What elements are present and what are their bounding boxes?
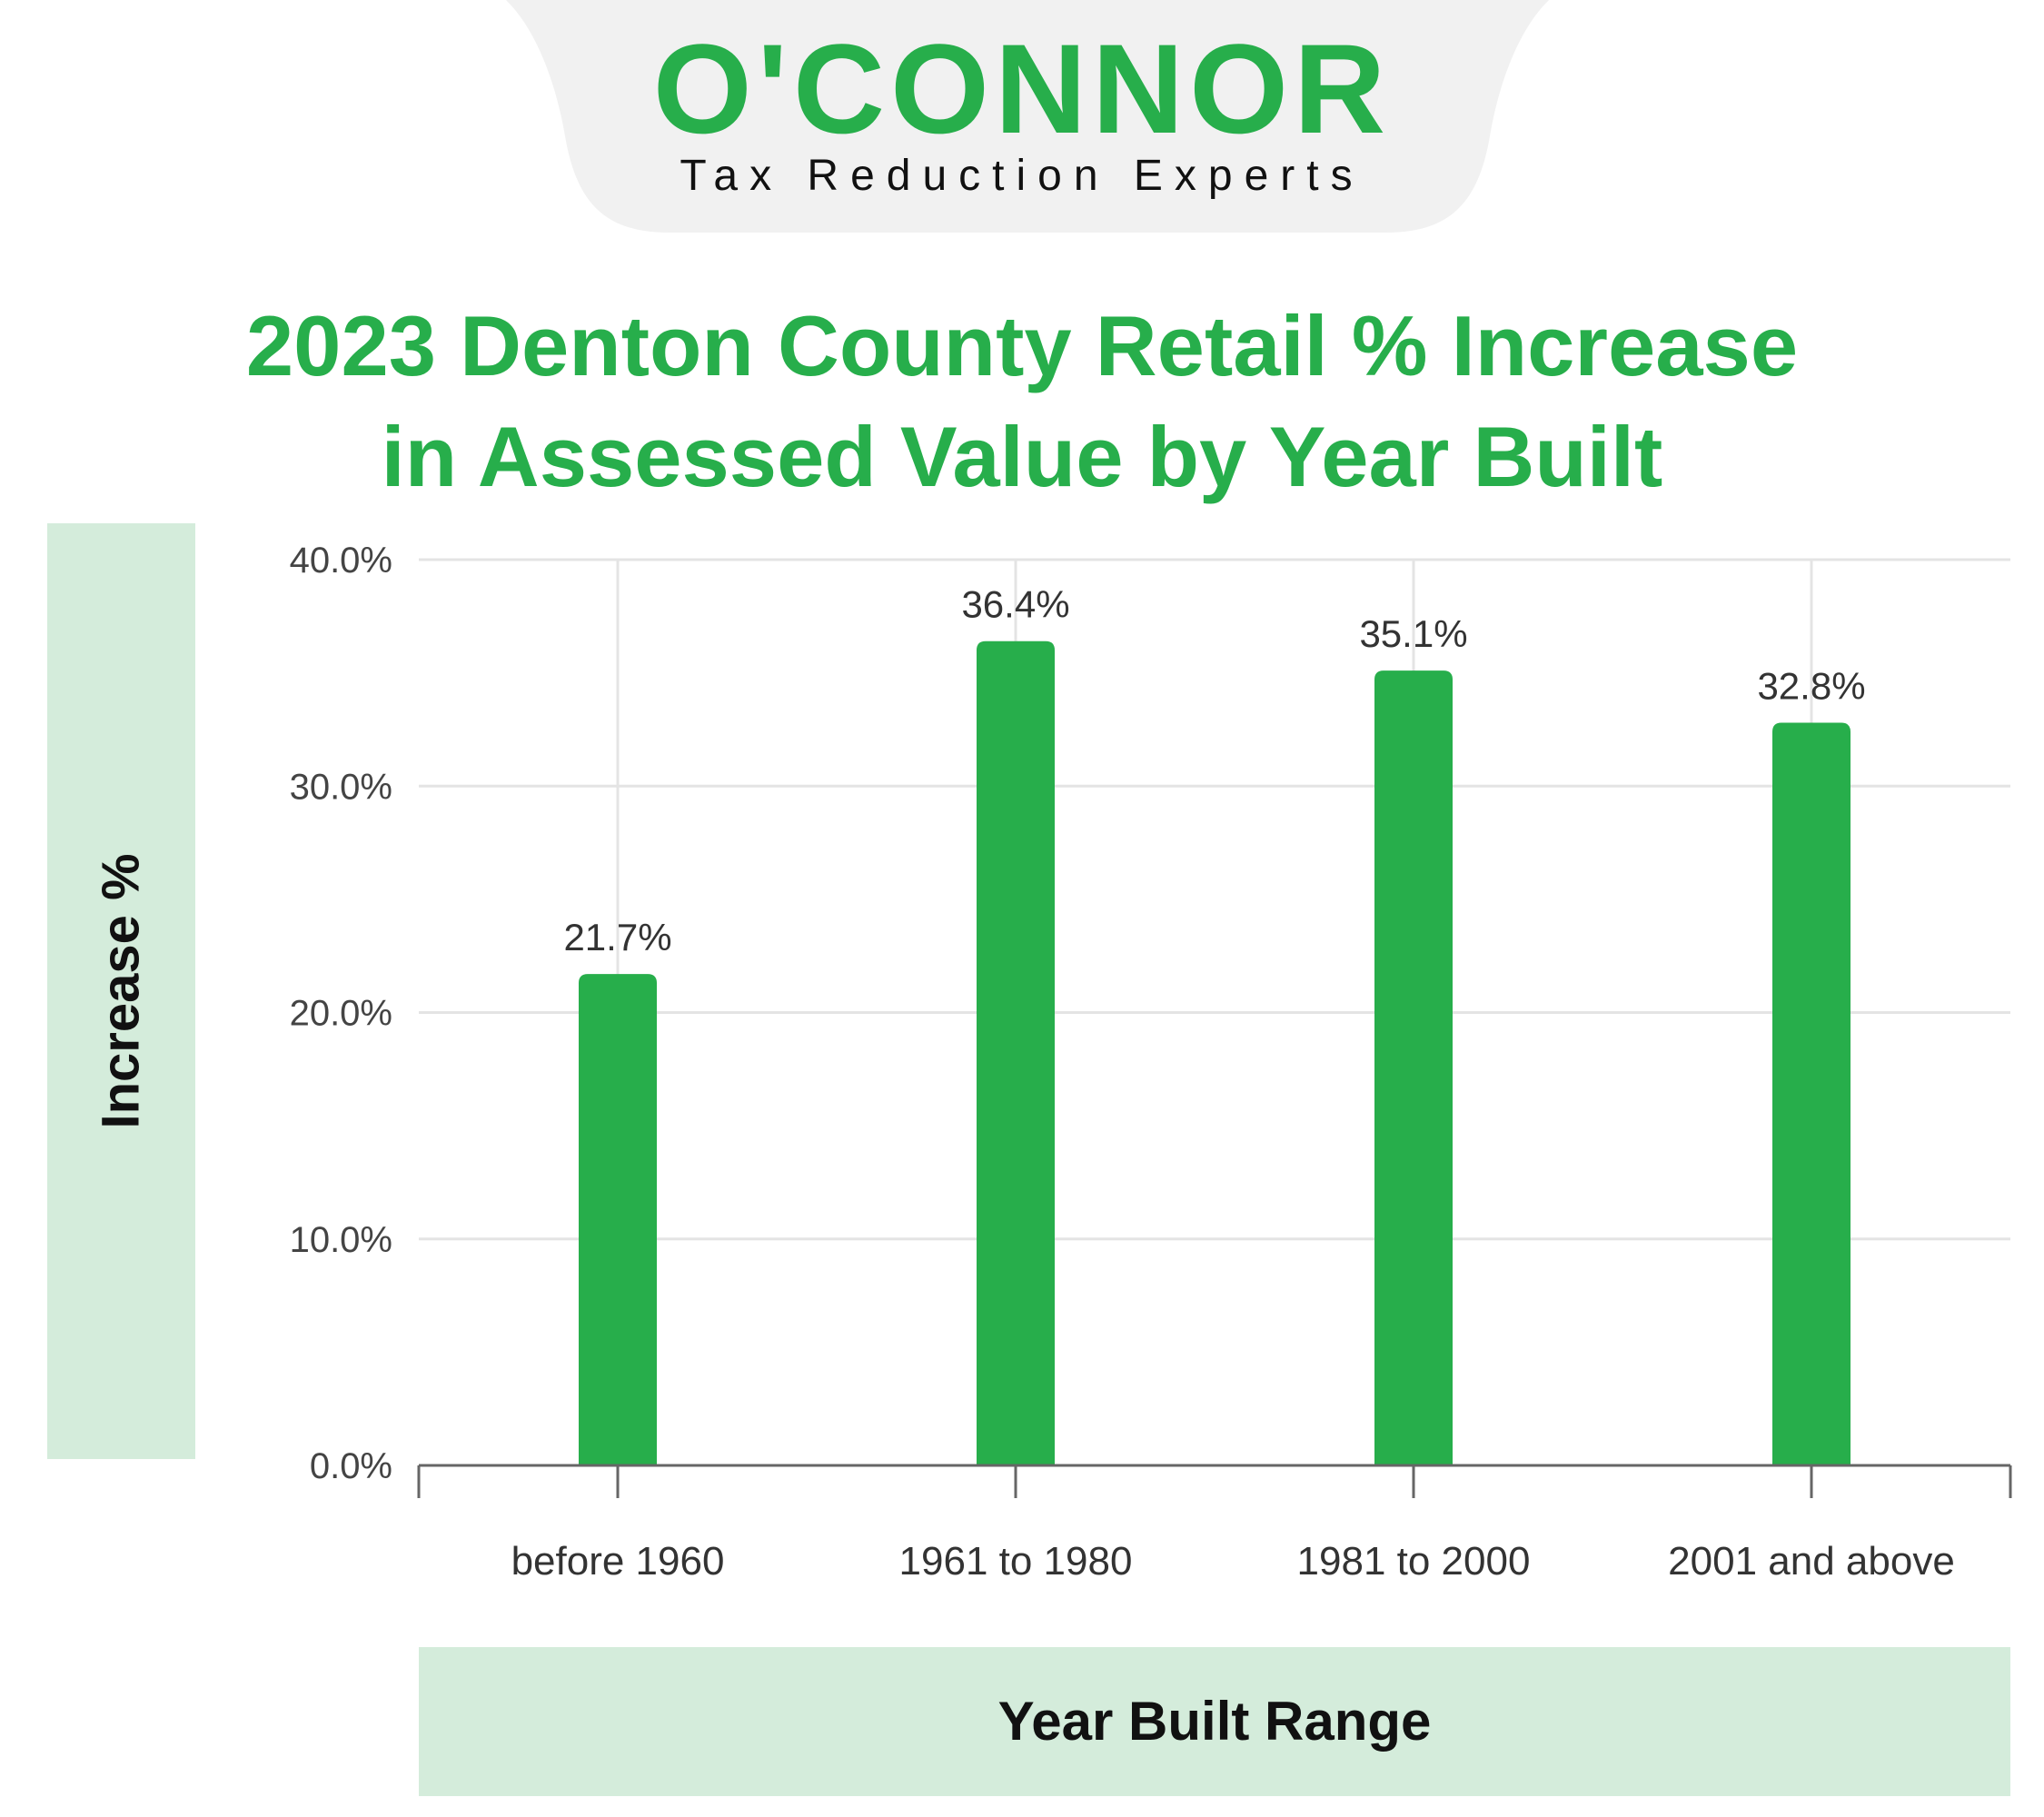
x-axis-label-panel: Year Built Range [419, 1647, 2010, 1796]
data-label: 21.7% [563, 916, 671, 958]
y-axis-label-panel [47, 523, 195, 1459]
chart-title-line-2: in Assessed Value by Year Built [381, 409, 1663, 504]
company-tagline: Tax Reduction Experts [680, 152, 1364, 200]
x-category-label: 1961 to 1980 [899, 1539, 1133, 1584]
company-logo: O'CONNOR [652, 17, 1392, 160]
bar [1374, 670, 1453, 1465]
y-tick-label: 0.0% [310, 1446, 392, 1486]
data-label: 32.8% [1757, 664, 1865, 707]
data-label: 35.1% [1359, 612, 1467, 655]
header-tab-background [505, 0, 1550, 233]
y-tick-label: 30.0% [290, 767, 392, 807]
bar [1772, 722, 1851, 1465]
y-tick-label: 10.0% [290, 1220, 392, 1260]
y-tick-label: 40.0% [290, 541, 392, 581]
bar [977, 640, 1055, 1465]
x-category-label: 1981 to 2000 [1297, 1539, 1531, 1584]
y-tick-label: 20.0% [290, 994, 392, 1034]
data-label: 36.4% [961, 583, 1069, 626]
x-category-label: 2001 and above [1668, 1539, 1955, 1584]
x-axis-label: Year Built Range [997, 1691, 1432, 1752]
bar [579, 974, 657, 1465]
chart-title-line-1: 2023 Denton County Retail % Increase [245, 298, 1799, 393]
x-category-label: before 1960 [511, 1539, 725, 1584]
chart-title: 2023 Denton County Retail % Increase in … [0, 291, 2044, 512]
